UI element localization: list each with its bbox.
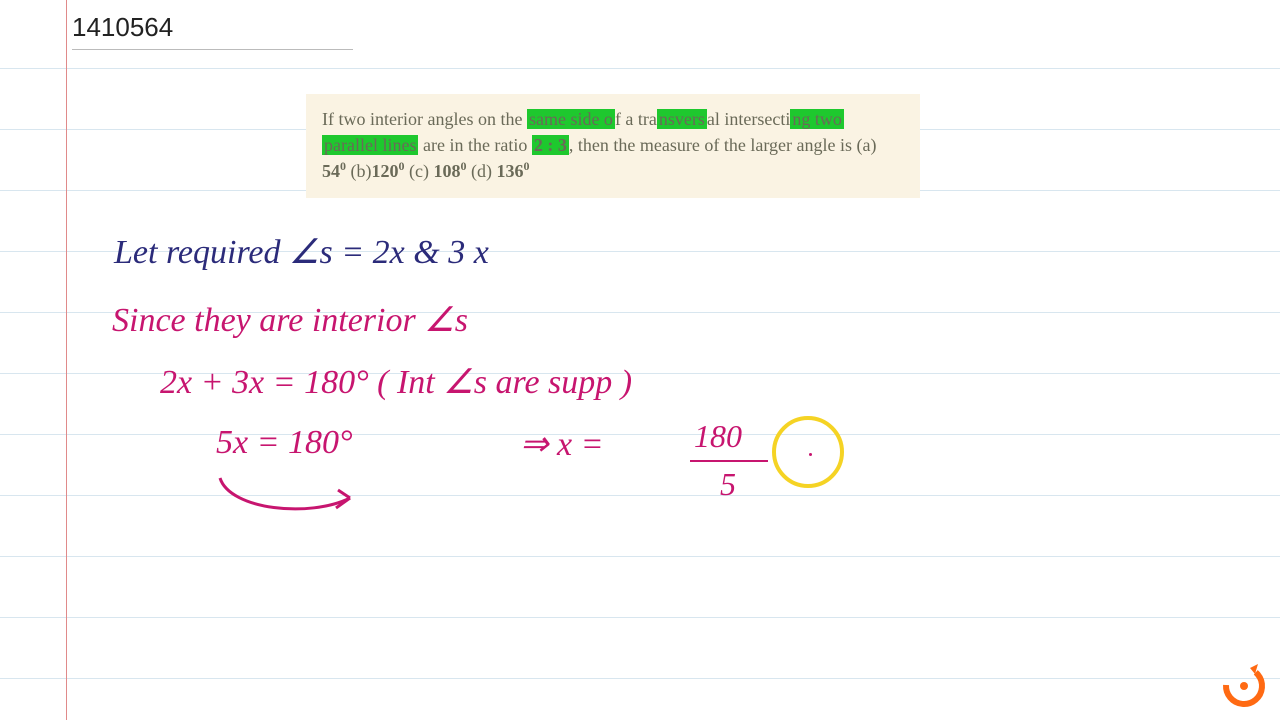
question-id: 1410564 xyxy=(72,10,353,50)
q-text: f a tra xyxy=(615,109,657,129)
brand-logo-icon xyxy=(1222,664,1266,708)
curved-arrow xyxy=(210,470,370,520)
margin-line xyxy=(66,0,67,720)
q-highlight: 2 : 3 xyxy=(532,135,569,155)
handwriting-line1: Let required ∠s = 2x & 3 x xyxy=(114,232,489,272)
handwriting-line4b: ⇒ x = xyxy=(520,424,604,464)
degree: 0 xyxy=(523,159,529,173)
q-text: If two interior angles on the xyxy=(322,109,527,129)
q-highlight: parallel lines xyxy=(322,135,418,155)
option-d: 136 xyxy=(496,161,523,181)
option-label: (c) xyxy=(405,161,434,181)
q-highlight: ng two xyxy=(790,109,844,129)
fraction-denominator: 5 xyxy=(720,466,736,503)
handwriting-line3: 2x + 3x = 180° ( Int ∠s are supp ) xyxy=(160,362,632,402)
option-label: (d) xyxy=(466,161,496,181)
q-highlight: same side o xyxy=(527,109,615,129)
q-text: , then the measure of the larger angle i… xyxy=(569,135,877,155)
fraction-numerator: 180 xyxy=(694,418,742,455)
option-b: 120 xyxy=(372,161,399,181)
handwriting-line2: Since they are interior ∠s xyxy=(112,300,468,340)
option-c: 108 xyxy=(433,161,460,181)
q-text: al intersecti xyxy=(707,109,790,129)
option-a: 54 xyxy=(322,161,340,181)
q-text: are in the ratio xyxy=(418,135,531,155)
cursor-highlight-icon xyxy=(772,416,844,488)
fraction-bar xyxy=(690,460,768,462)
option-label: (b) xyxy=(346,161,372,181)
question-box: If two interior angles on the same side … xyxy=(306,94,920,198)
q-highlight: nsvers xyxy=(657,109,707,129)
handwriting-line4a: 5x = 180° xyxy=(216,424,353,462)
